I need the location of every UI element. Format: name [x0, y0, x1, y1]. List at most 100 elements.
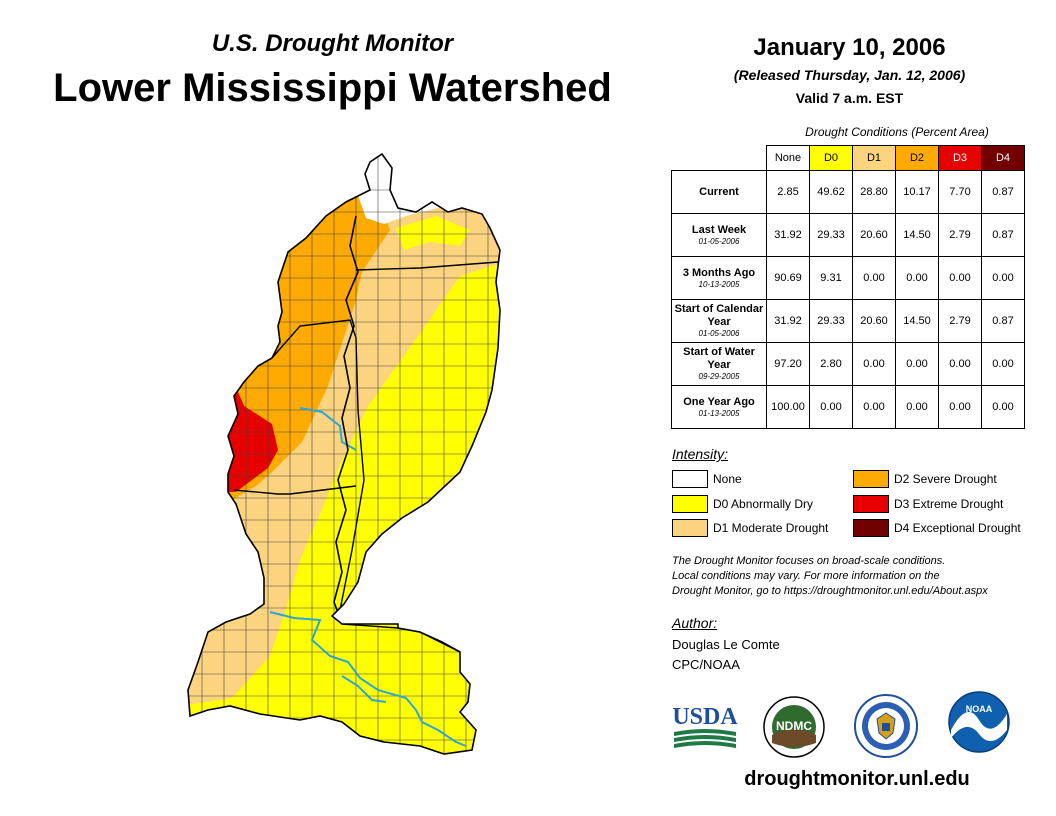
table-cell: 10.17 — [895, 170, 939, 214]
row-label: Last Week 01-05-2006 — [671, 213, 767, 257]
legend-heading: Intensity: — [672, 446, 729, 462]
table-row-start-of-water-year: Start of Water Year 09-29-2005 97.20 2.80… — [671, 342, 1025, 386]
map-subtitle: U.S. Drought Monitor — [211, 30, 454, 57]
table-header-row: None D0 D1 D2 D3 D4 — [672, 145, 1025, 171]
row-label-text: One Year Ago — [683, 395, 755, 408]
mississippi-river — [333, 215, 359, 625]
column-header-d2: D2 — [895, 145, 939, 171]
legend-swatch — [672, 495, 708, 513]
row-label: 3 Months Ago 10-13-2005 — [671, 256, 767, 300]
table-cell: 0.00 — [938, 256, 982, 300]
table-cell: 0.00 — [852, 385, 896, 429]
table-cell: 0.00 — [852, 342, 896, 386]
release-date: (Released Thursday, Jan. 12, 2006) — [733, 67, 966, 83]
table-row-one-year-ago: One Year Ago 01-13-2005 100.00 0.00 0.00 … — [671, 385, 1025, 429]
legend-label: D4 Exceptional Drought — [894, 521, 1021, 535]
column-header-d0: D0 — [809, 145, 853, 171]
note-line: Drought Monitor, go to https://droughtmo… — [672, 585, 988, 597]
valid-time: Valid 7 a.m. EST — [795, 90, 904, 106]
row-date: 01-05-2006 — [698, 236, 740, 246]
table-row-last-week: Last Week 01-05-2006 31.92 29.33 20.60 14… — [671, 213, 1025, 257]
row-label-text: Start of Water Year — [683, 346, 755, 371]
table-cell: 0.87 — [981, 299, 1025, 343]
legend-label: D1 Moderate Drought — [713, 521, 829, 535]
table-cell: 2.80 — [809, 342, 853, 386]
table-cell: 2.79 — [938, 213, 982, 257]
map-date: January 10, 2006 — [753, 34, 946, 61]
row-date: 01-05-2006 — [698, 329, 740, 338]
table-cell: 31.92 — [766, 213, 810, 257]
row-label: Start of Water Year 09-29-2005 — [671, 342, 767, 386]
table-corner — [672, 146, 767, 171]
row-date: 10-13-2005 — [698, 279, 740, 289]
zone-d4 — [188, 365, 200, 412]
legend-label: D2 Severe Drought — [894, 472, 997, 486]
row-label-text: Current — [699, 185, 739, 198]
svg-text:NDMC: NDMC — [776, 719, 812, 733]
commerce-seal-logo — [854, 694, 918, 758]
author-heading: Author: — [672, 615, 718, 631]
table-cell: 0.00 — [981, 385, 1025, 429]
table-cell: 0.00 — [852, 256, 896, 300]
author-org: CPC/NOAA — [672, 657, 740, 672]
table-cell: 31.92 — [766, 299, 810, 343]
table-cell: 0.00 — [938, 342, 982, 386]
row-label-text: 3 Months Ago — [682, 266, 756, 279]
noaa-logo: NOAA — [948, 691, 1010, 753]
ndmc-logo: NDMC — [763, 696, 825, 758]
row-date: 01-13-2005 — [698, 408, 740, 418]
svg-text:USDA: USDA — [672, 704, 738, 730]
row-date: 09-29-2005 — [698, 372, 740, 381]
usda-logo: USDA — [672, 704, 738, 748]
legend-swatch — [853, 495, 889, 513]
column-header-none: None — [766, 145, 810, 171]
table-cell: 29.33 — [809, 213, 853, 257]
svg-text:NOAA: NOAA — [966, 704, 993, 714]
legend-label: D3 Extreme Drought — [894, 497, 1004, 511]
column-header-d1: D1 — [852, 145, 896, 171]
note-line: Local conditions may vary. For more info… — [672, 570, 940, 582]
table-cell: 29.33 — [809, 299, 853, 343]
table-cell: 100.00 — [766, 385, 810, 429]
table-cell: 28.80 — [852, 170, 896, 214]
row-label-text: Start of Calendar Year — [674, 303, 764, 328]
table-cell: 97.20 — [766, 342, 810, 386]
row-label: Current — [671, 170, 767, 214]
legend-swatch — [672, 470, 708, 488]
legend-label: D0 Abnormally Dry — [713, 497, 814, 511]
table-cell: 0.00 — [938, 385, 982, 429]
table-cell: 90.69 — [766, 256, 810, 300]
table-caption: Drought Conditions (Percent Area) — [805, 125, 989, 139]
table-cell: 0.00 — [981, 342, 1025, 386]
column-header-d4: D4 — [981, 145, 1025, 171]
author-name: Douglas Le Comte — [672, 637, 780, 652]
table-cell: 9.31 — [809, 256, 853, 300]
legend-item-d4: D4 Exceptional Drought — [853, 519, 1021, 537]
row-label: Start of Calendar Year 01-05-2006 — [671, 299, 767, 343]
table-cell: 0.00 — [809, 385, 853, 429]
table-cell: 49.62 — [809, 170, 853, 214]
column-header-d3: D3 — [938, 145, 982, 171]
row-label-text: Last Week — [691, 223, 747, 236]
legend-item-d1: D1 Moderate Drought — [672, 519, 828, 537]
table-cell: 14.50 — [895, 299, 939, 343]
note-line: The Drought Monitor focuses on broad-sca… — [672, 555, 946, 567]
table-cell: 2.85 — [766, 170, 810, 214]
legend-swatch — [853, 470, 889, 488]
disclaimer-note: The Drought Monitor focuses on broad-sca… — [672, 554, 1042, 599]
table-cell: 14.50 — [895, 213, 939, 257]
table-cell: 0.87 — [981, 170, 1025, 214]
table-cell: 0.00 — [895, 385, 939, 429]
legend-label: None — [713, 472, 742, 486]
table-row-start-of-calendar-year: Start of Calendar Year 01-05-2006 31.92 2… — [671, 299, 1025, 343]
row-label: One Year Ago 01-13-2005 — [671, 385, 767, 429]
legend-swatch — [672, 519, 708, 537]
legend-swatch — [853, 519, 889, 537]
table-cell: 7.70 — [938, 170, 982, 214]
website-url[interactable]: droughtmonitor.unl.edu — [744, 768, 970, 790]
drought-conditions-table: None D0 D1 D2 D3 D4 Current 2.85 49.62 2… — [671, 145, 1025, 429]
table-cell: 20.60 — [852, 299, 896, 343]
table-row-3-months-ago: 3 Months Ago 10-13-2005 90.69 9.31 0.00 0… — [671, 256, 1025, 300]
table-cell: 0.00 — [981, 256, 1025, 300]
table-cell: 0.00 — [895, 256, 939, 300]
